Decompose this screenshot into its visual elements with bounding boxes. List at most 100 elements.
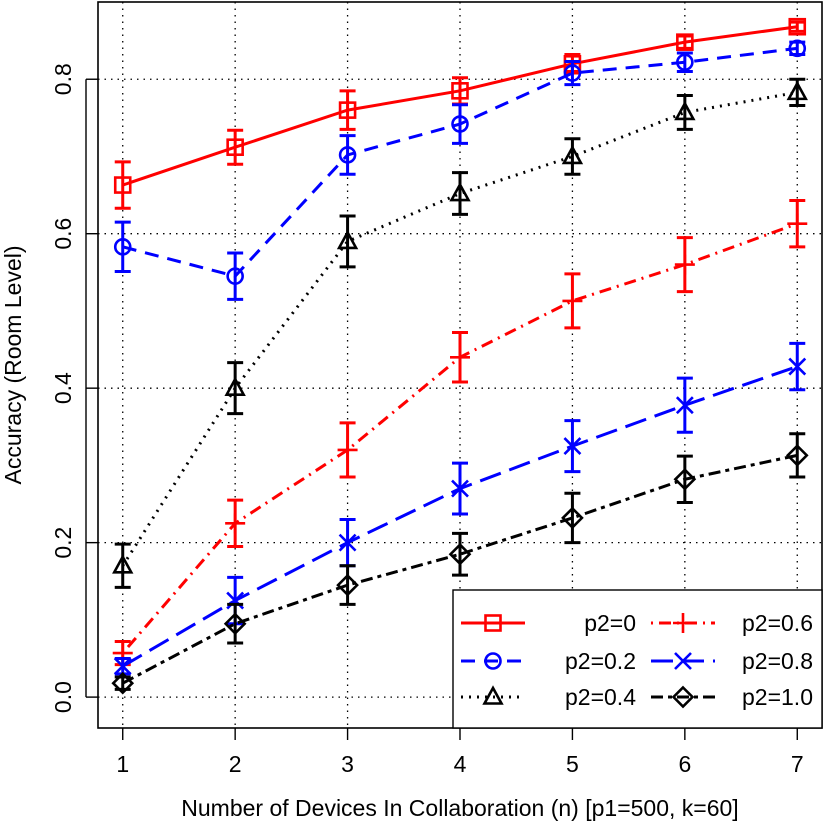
legend-marker <box>671 685 695 709</box>
data-point-circle <box>451 115 469 133</box>
legend-item: p2=0.2 <box>461 648 636 674</box>
legend-marker <box>673 613 693 633</box>
data-point-plus <box>225 513 246 534</box>
data-point-plus <box>562 290 583 311</box>
data-point-triangle <box>561 144 584 165</box>
error-bar <box>227 128 244 166</box>
legend-label: p2=1.0 <box>742 684 813 710</box>
data-point-circle <box>676 53 694 72</box>
data-point-triangle <box>112 554 134 574</box>
y-tick-label: 0.8 <box>50 63 76 95</box>
legend-item: p2=0.6 <box>651 610 813 636</box>
data-point-triangle <box>224 376 246 396</box>
error-bar <box>339 564 356 606</box>
data-point-circle <box>788 39 807 58</box>
y-tick-label: 0.2 <box>50 527 76 559</box>
x-tick-label: 6 <box>678 751 691 777</box>
error-bar <box>676 34 693 50</box>
x-tick-label: 2 <box>229 751 242 777</box>
data-point-diamond <box>111 671 135 695</box>
legend-label: p2=0 <box>584 610 636 636</box>
data-point-triangle <box>336 229 359 250</box>
legend-box <box>452 589 823 729</box>
error-bar <box>114 220 131 274</box>
x-tick-label: 1 <box>116 751 129 777</box>
x-tick-label: 5 <box>566 751 579 777</box>
error-bar <box>114 160 131 210</box>
error-bar <box>452 171 468 216</box>
data-point-cross <box>338 533 357 552</box>
series-p2-0-2 <box>113 39 807 301</box>
error-bar <box>676 51 693 74</box>
data-point-cross <box>113 657 132 676</box>
data-point-cross <box>788 357 807 376</box>
series-p2-0-4 <box>112 77 808 589</box>
legend-marker <box>484 614 502 632</box>
legend-label: p2=0.4 <box>565 684 636 710</box>
data-point-cross <box>451 479 469 498</box>
error-bar <box>452 531 468 577</box>
legend-marker <box>674 652 692 670</box>
data-point-triangle <box>449 181 471 202</box>
legend-item: p2=0 <box>461 610 636 636</box>
data-point-circle <box>226 267 244 285</box>
y-tick-label: 0.6 <box>50 218 76 250</box>
data-point-plus <box>787 213 808 234</box>
legend-item: p2=1.0 <box>651 684 813 710</box>
x-tick-label: 7 <box>791 751 804 777</box>
data-point-plus <box>337 439 358 460</box>
error-bar <box>676 454 693 504</box>
data-point-circle <box>113 238 132 256</box>
data-point-diamond <box>673 467 697 491</box>
error-bar <box>789 20 806 33</box>
legend-marker <box>482 685 504 705</box>
data-point-triangle <box>674 100 696 121</box>
error-bar <box>339 134 356 176</box>
series-layer <box>111 17 809 695</box>
error-bar <box>227 251 244 301</box>
legend-label: p2=0.8 <box>742 648 813 674</box>
error-bar <box>114 542 131 589</box>
legend-label: p2=0.2 <box>565 648 636 674</box>
legend-marker <box>484 652 502 670</box>
series-p2-0-6 <box>112 198 808 667</box>
data-point-diamond <box>561 506 584 530</box>
data-point-plus <box>450 347 470 368</box>
error-bar <box>339 214 356 269</box>
data-point-square <box>788 17 807 36</box>
x-axis-title: Number of Devices In Collaboration (n) [… <box>181 795 738 821</box>
data-point-square <box>338 101 357 119</box>
data-point-circle <box>563 64 582 82</box>
data-point-square <box>226 138 244 156</box>
data-point-circle <box>338 146 357 164</box>
series-p2-1-0 <box>111 432 809 695</box>
data-point-square <box>113 176 132 194</box>
y-tick-label: 0.4 <box>50 372 76 404</box>
error-bar <box>564 491 581 545</box>
error-bar <box>789 432 806 479</box>
legend-label: p2=0.6 <box>742 610 813 636</box>
axes-layer: 1 2 3 4 5 6 7 0.0 0.2 0.4 0.6 0.8 <box>50 63 804 777</box>
x-tick-label: 4 <box>454 751 467 777</box>
data-point-triangle <box>786 80 808 101</box>
error-bar <box>564 137 581 176</box>
data-point-square <box>451 82 469 100</box>
legend: p2=0 p2=0.2 p2=0.4 p2=0.6 p2=0.8 p2=1.0 <box>452 589 823 729</box>
data-point-plus <box>674 254 695 275</box>
y-tick-label: 0.0 <box>50 681 76 713</box>
data-point-cross <box>675 396 694 415</box>
legend-item: p2=0.8 <box>651 648 813 674</box>
error-bar <box>339 89 356 131</box>
error-bar <box>227 602 244 645</box>
error-bar <box>452 103 468 145</box>
y-axis-title: Accuracy (Room Level) <box>0 245 26 484</box>
x-tick-label: 3 <box>341 751 354 777</box>
data-point-square <box>676 33 694 51</box>
error-bar <box>227 361 244 416</box>
data-point-diamond <box>785 444 809 467</box>
data-point-diamond <box>336 573 359 597</box>
error-bar <box>114 675 131 691</box>
data-point-diamond <box>223 612 247 636</box>
data-point-cross <box>563 437 582 456</box>
